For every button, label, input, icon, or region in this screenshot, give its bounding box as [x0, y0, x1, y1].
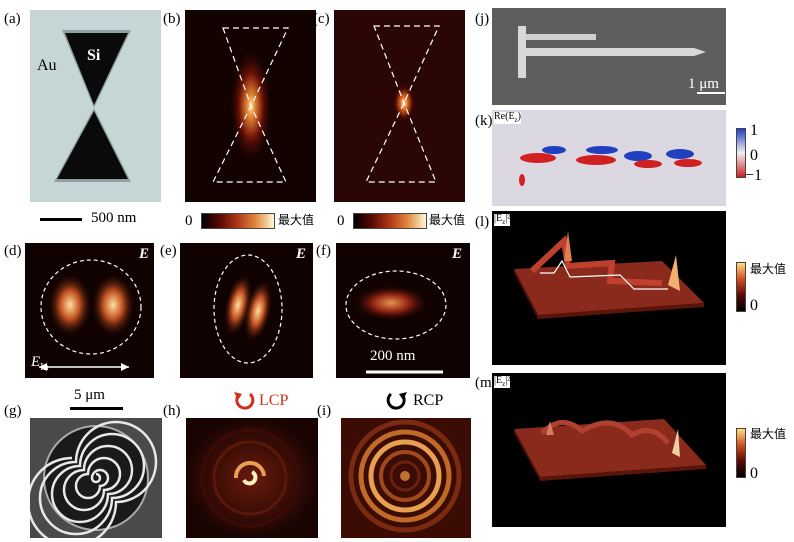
panel-m-title: |Ez|²	[494, 375, 511, 388]
panel-c-label: (c)	[313, 11, 330, 27]
colorbar-k-mid: 0	[750, 147, 758, 164]
panel-m-image	[492, 373, 726, 527]
colorbar-m-max: 最大值	[750, 427, 787, 441]
panel-i-image	[341, 418, 471, 538]
panel-f-image	[336, 243, 470, 378]
panel-d-e-symbol: E	[139, 246, 150, 262]
lcp-label: LCP	[259, 392, 289, 409]
rcp-arrow-icon	[385, 388, 409, 412]
panel-g-label: (g)	[4, 403, 22, 419]
panel-h-image	[186, 418, 318, 538]
panel-f-label: (f)	[316, 243, 331, 259]
panel-b-image	[185, 10, 316, 202]
colorbar-b-min: 0	[185, 213, 193, 229]
panel-l-image	[492, 211, 726, 365]
scale-500nm-label: 500 nm	[91, 210, 137, 226]
scale-bar-500nm	[40, 218, 82, 221]
panel-d-image	[25, 243, 154, 378]
colorbar-k-max: 1	[750, 122, 758, 139]
panel-e-label: (e)	[160, 243, 177, 259]
scale-1um-label: 1 μm	[688, 76, 719, 92]
panel-i-label: (i)	[317, 403, 332, 419]
colorbar-k	[736, 128, 746, 178]
colorbar-m-min: 0	[750, 465, 758, 482]
colorbar-k-min: −1	[745, 167, 763, 184]
si-label: Si	[87, 47, 101, 64]
panel-f-e-symbol: E	[452, 246, 463, 262]
panel-a-label: (a)	[4, 11, 21, 27]
colorbar-l-max: 最大值	[750, 262, 787, 276]
scale-5um-label: 5 μm	[74, 387, 105, 403]
panel-j-label: (j)	[475, 11, 490, 27]
scale-200nm-label: 200 nm	[370, 348, 416, 364]
colorbar-c-max: 最大值	[429, 213, 466, 227]
colorbar-c	[353, 213, 427, 229]
colorbar-b-max: 最大值	[278, 213, 315, 227]
scale-bar-5um	[70, 407, 123, 410]
au-label: Au	[37, 57, 57, 74]
spiral-grating	[30, 420, 158, 538]
panel-a-image	[30, 10, 161, 202]
panel-b-label: (b)	[163, 11, 181, 27]
colorbar-l-min: 0	[750, 297, 758, 314]
panel-c-image	[334, 10, 465, 202]
panel-m-label: (m)	[475, 375, 497, 391]
colorbar-b	[201, 213, 275, 229]
panel-e-e-symbol: E	[296, 246, 307, 262]
panel-k-image	[492, 110, 726, 206]
panel-d-label: (d)	[4, 243, 22, 259]
panel-e-image	[180, 243, 313, 378]
panel-g-image	[30, 418, 162, 538]
panel-k-title: Re(Ez)	[494, 111, 521, 124]
e-in-label: EIn	[31, 354, 49, 373]
lcp-arrow-icon	[232, 388, 256, 412]
colorbar-m	[736, 428, 746, 478]
panel-j-image	[492, 8, 726, 105]
panel-l-label: (l)	[475, 214, 490, 230]
panel-h-label: (h)	[163, 403, 181, 419]
colorbar-l	[736, 262, 746, 312]
colorbar-c-min: 0	[337, 213, 345, 229]
rcp-label: RCP	[413, 392, 444, 409]
panel-k-label: (k)	[475, 113, 493, 129]
panel-l-title: |Ez|²	[494, 213, 511, 226]
